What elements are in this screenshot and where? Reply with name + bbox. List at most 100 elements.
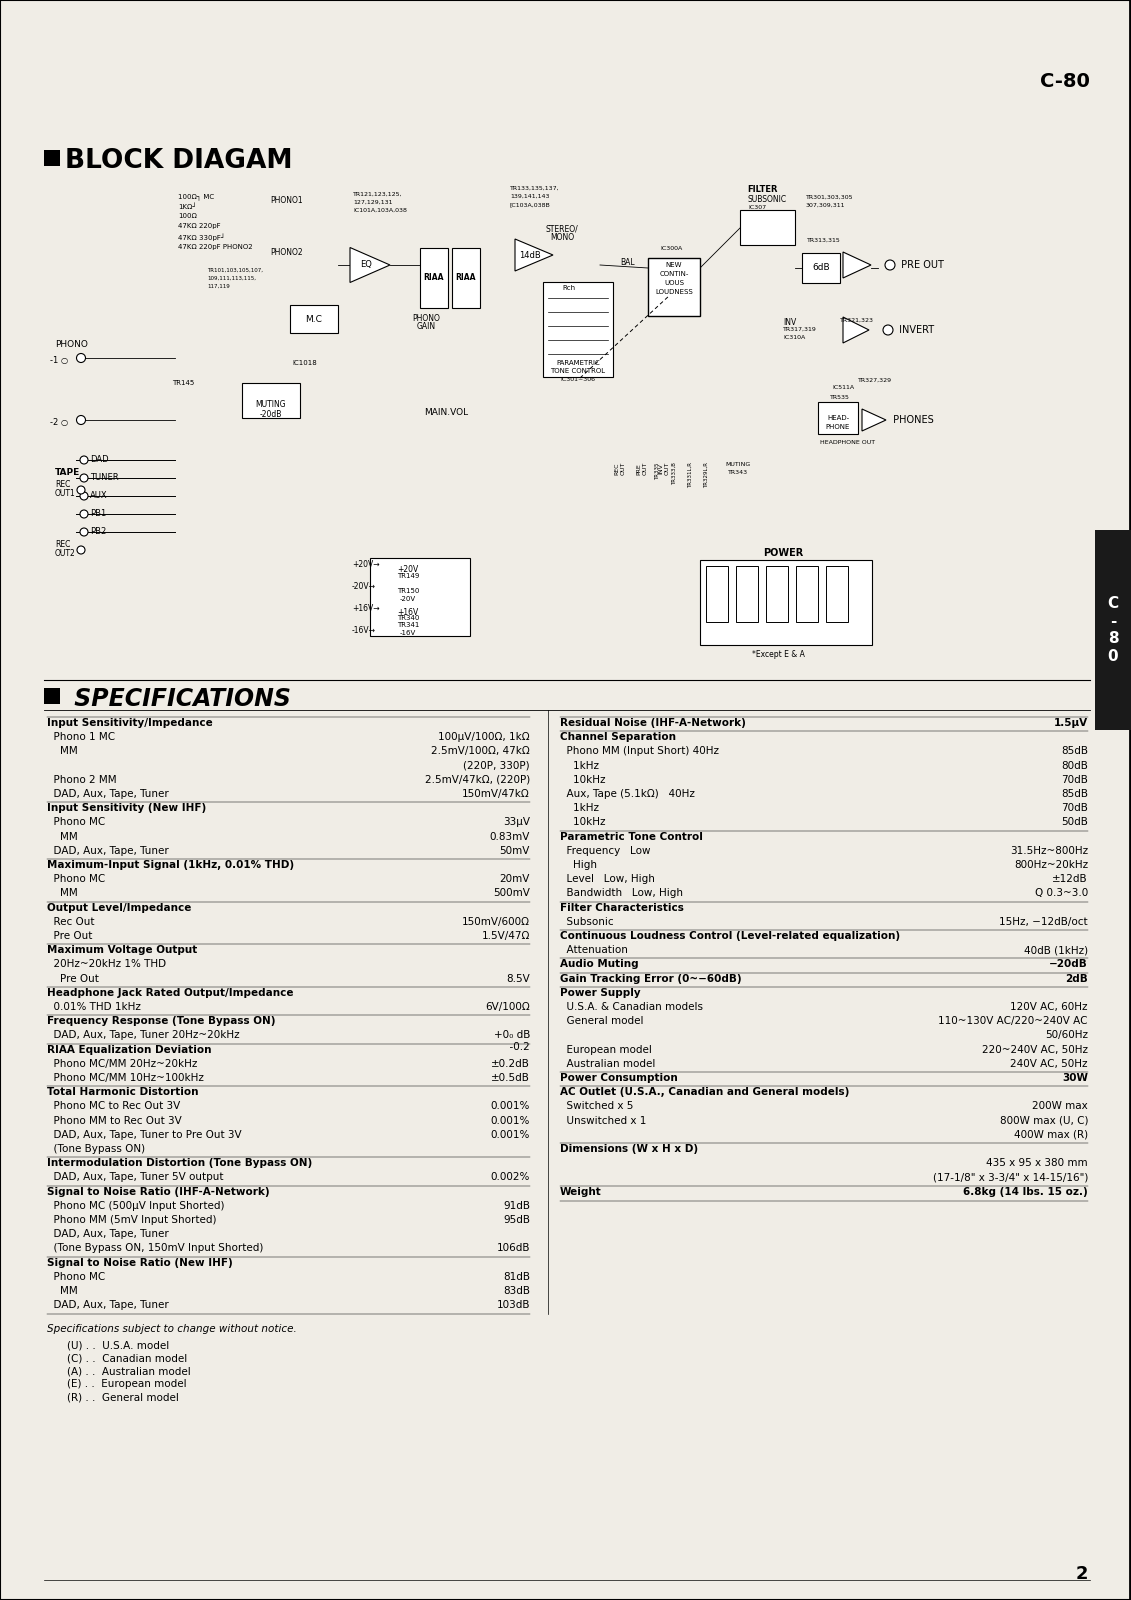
Text: (C) . .  Canadian model: (C) . . Canadian model: [67, 1354, 188, 1363]
Text: Weight: Weight: [560, 1187, 602, 1197]
Text: 20mV: 20mV: [500, 874, 530, 885]
Bar: [543, 282, 613, 378]
Text: 6.8kg (14 lbs. 15 oz.): 6.8kg (14 lbs. 15 oz.): [964, 1187, 1088, 1197]
Text: Bandwidth   Low, High: Bandwidth Low, High: [560, 888, 683, 899]
Text: 50mV: 50mV: [500, 846, 530, 856]
Text: TR340: TR340: [397, 614, 420, 621]
Text: 2: 2: [1076, 1565, 1088, 1582]
Text: MUTING: MUTING: [256, 400, 286, 410]
Text: Audio Muting: Audio Muting: [560, 960, 639, 970]
Text: Maximum Voltage Output: Maximum Voltage Output: [48, 946, 197, 955]
Text: TONE CONTROL: TONE CONTROL: [551, 368, 605, 374]
Text: DAD: DAD: [90, 456, 109, 464]
Text: -1 ○: -1 ○: [50, 355, 68, 365]
Text: POWER: POWER: [763, 547, 803, 558]
Text: PARAMETRIC: PARAMETRIC: [556, 360, 599, 366]
Text: Power Consumption: Power Consumption: [560, 1074, 677, 1083]
Text: -16V→: -16V→: [352, 626, 375, 635]
Circle shape: [80, 456, 88, 464]
Text: M.C: M.C: [305, 315, 322, 323]
Text: TR331L,R: TR331L,R: [688, 462, 692, 488]
Text: Phono 1 MC: Phono 1 MC: [48, 733, 115, 742]
Text: 127,129,131: 127,129,131: [353, 200, 392, 205]
Text: 106dB: 106dB: [497, 1243, 530, 1253]
Text: −20dB: −20dB: [1050, 960, 1088, 970]
Text: Frequency Response (Tone Bypass ON): Frequency Response (Tone Bypass ON): [48, 1016, 276, 1026]
Text: Power Supply: Power Supply: [560, 987, 640, 998]
Text: 81dB: 81dB: [503, 1272, 530, 1282]
Text: 100Ω: 100Ω: [178, 213, 197, 219]
Text: TR321,323: TR321,323: [840, 318, 874, 323]
Text: 1kHz: 1kHz: [560, 803, 599, 813]
Text: 1.5μV: 1.5μV: [1054, 718, 1088, 728]
Text: 800Hz~20kHz: 800Hz~20kHz: [1013, 861, 1088, 870]
Text: OUT2: OUT2: [55, 549, 76, 558]
Text: Input Sensitivity/Impedance: Input Sensitivity/Impedance: [48, 718, 213, 728]
Text: UOUS: UOUS: [664, 280, 684, 286]
Text: IC101A,103A,038: IC101A,103A,038: [353, 208, 407, 213]
Text: 1.5V/47Ω: 1.5V/47Ω: [482, 931, 530, 941]
Text: 117,119: 117,119: [207, 285, 230, 290]
Text: DAD, Aux, Tape, Tuner to Pre Out 3V: DAD, Aux, Tape, Tuner to Pre Out 3V: [48, 1130, 242, 1139]
Text: +16V: +16V: [397, 608, 418, 618]
Text: TR341: TR341: [397, 622, 420, 627]
Text: 100Ω┐ MC: 100Ω┐ MC: [178, 194, 214, 200]
Text: RIAA: RIAA: [456, 274, 476, 283]
Text: DAD, Aux, Tape, Tuner: DAD, Aux, Tape, Tuner: [48, 1301, 169, 1310]
Text: 400W max (R): 400W max (R): [1013, 1130, 1088, 1139]
Text: Signal to Noise Ratio (IHF-A-Network): Signal to Noise Ratio (IHF-A-Network): [48, 1187, 269, 1197]
Bar: [648, 258, 700, 317]
Text: IC511A: IC511A: [832, 386, 854, 390]
Text: IC307: IC307: [748, 205, 766, 210]
Text: Residual Noise (IHF-A-Network): Residual Noise (IHF-A-Network): [560, 718, 745, 728]
Text: -16V: -16V: [400, 630, 416, 635]
Text: Channel Separation: Channel Separation: [560, 733, 676, 742]
Text: 50/60Hz: 50/60Hz: [1045, 1030, 1088, 1040]
Text: 31.5Hz~800Hz: 31.5Hz~800Hz: [1010, 846, 1088, 856]
Circle shape: [883, 325, 893, 334]
Bar: [44, 688, 60, 704]
Text: 220~240V AC, 50Hz: 220~240V AC, 50Hz: [982, 1045, 1088, 1054]
Text: Maximum-Input Signal (1kHz, 0.01% THD): Maximum-Input Signal (1kHz, 0.01% THD): [48, 861, 294, 870]
Text: Intermodulation Distortion (Tone Bypass ON): Intermodulation Distortion (Tone Bypass …: [48, 1158, 312, 1168]
Text: (U) . .  U.S.A. model: (U) . . U.S.A. model: [67, 1341, 170, 1350]
Text: 85dB: 85dB: [1061, 746, 1088, 757]
Text: +20V: +20V: [397, 565, 418, 574]
Text: 91dB: 91dB: [503, 1202, 530, 1211]
Text: European model: European model: [560, 1045, 651, 1054]
Text: IC1018: IC1018: [293, 360, 318, 366]
Text: Unswitched x 1: Unswitched x 1: [560, 1115, 647, 1126]
Circle shape: [77, 486, 85, 494]
Text: 15Hz, −12dB/oct: 15Hz, −12dB/oct: [1000, 917, 1088, 926]
Text: 95dB: 95dB: [503, 1214, 530, 1226]
Circle shape: [80, 493, 88, 499]
Text: 50dB: 50dB: [1061, 818, 1088, 827]
Text: U.S.A. & Canadian models: U.S.A. & Canadian models: [560, 1002, 703, 1013]
Text: 2.5mV/100Ω, 47kΩ: 2.5mV/100Ω, 47kΩ: [431, 746, 530, 757]
Text: Australian model: Australian model: [560, 1059, 655, 1069]
Text: PRE
OUT: PRE OUT: [637, 462, 647, 475]
Bar: [370, 558, 470, 635]
Circle shape: [884, 259, 895, 270]
Text: Rec Out: Rec Out: [48, 917, 95, 926]
Text: 85dB: 85dB: [1061, 789, 1088, 798]
Text: Phono MC (500μV Input Shorted): Phono MC (500μV Input Shorted): [48, 1202, 224, 1211]
Text: -20dB: -20dB: [260, 410, 283, 419]
Text: TR145: TR145: [172, 379, 195, 386]
Text: Phono MC to Rec Out 3V: Phono MC to Rec Out 3V: [48, 1101, 180, 1112]
Text: Phono 2 MM: Phono 2 MM: [48, 774, 116, 786]
Text: PHONO1: PHONO1: [270, 195, 303, 205]
Text: (220P, 330P): (220P, 330P): [464, 760, 530, 771]
Text: 120V AC, 60Hz: 120V AC, 60Hz: [1010, 1002, 1088, 1013]
Bar: [818, 402, 858, 434]
Text: 70dB: 70dB: [1061, 803, 1088, 813]
Text: 0.001%: 0.001%: [491, 1115, 530, 1126]
Bar: [420, 248, 448, 307]
Text: 150mV/600Ω: 150mV/600Ω: [461, 917, 530, 926]
Text: Dimensions (W x H x D): Dimensions (W x H x D): [560, 1144, 698, 1154]
Text: Phono MM (Input Short) 40Hz: Phono MM (Input Short) 40Hz: [560, 746, 719, 757]
Text: REC: REC: [55, 541, 70, 549]
Text: *Except E & A: *Except E & A: [752, 650, 804, 659]
Text: EQ: EQ: [360, 261, 372, 269]
Text: SPECIFICATIONS: SPECIFICATIONS: [66, 686, 291, 710]
